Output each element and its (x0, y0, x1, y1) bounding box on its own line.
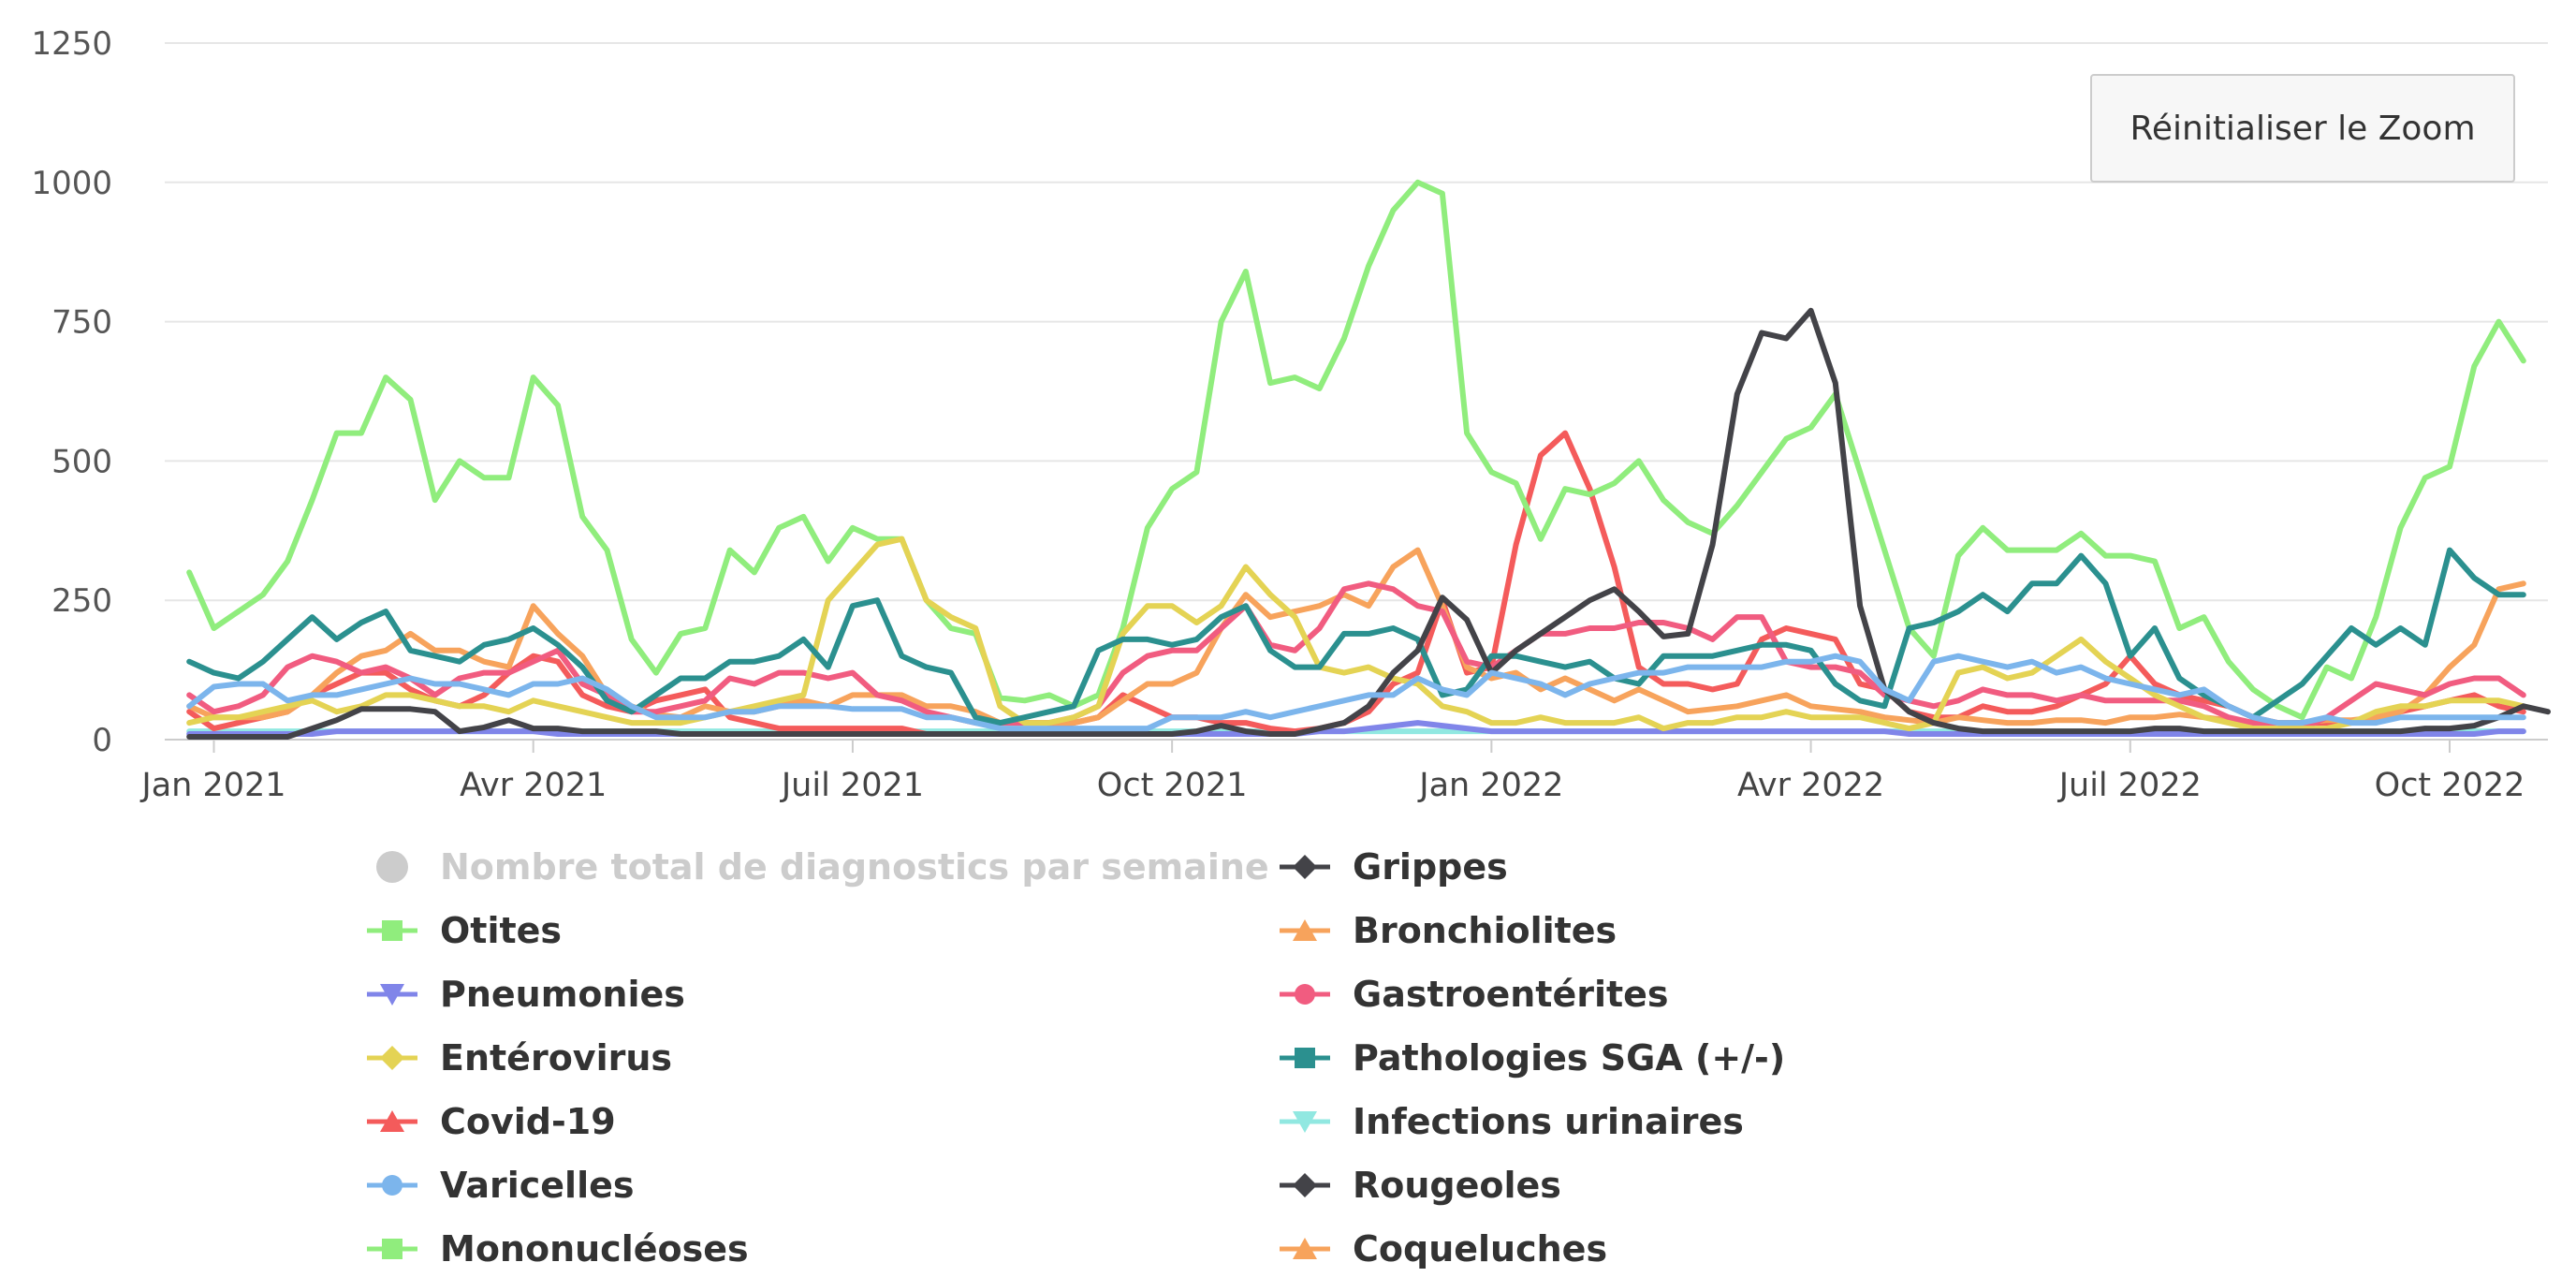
legend-circle-icon (367, 1175, 417, 1196)
chart-legend: Nombre total de diagnostics par semaine G… (365, 846, 1863, 1270)
legend-diamond-icon (367, 1046, 417, 1070)
legend-label: Pathologies SGA (+/-) (1353, 1037, 1786, 1079)
legend-item[interactable]: Varicelles (365, 1157, 634, 1213)
y-tick-label: 1000 (31, 165, 112, 202)
x-tick-label: Jan 2021 (139, 767, 285, 804)
legend-item[interactable]: Grippes (1278, 839, 1508, 895)
legend-triangle-icon (1280, 919, 1330, 941)
series-line-otites[interactable] (186, 179, 2526, 721)
legend-label: Coqueluches (1353, 1228, 1608, 1270)
legend-item[interactable]: Pathologies SGA (+/-) (1278, 1030, 1785, 1086)
reset-zoom-button[interactable]: Réinitialiser le Zoom (2090, 74, 2515, 183)
legend-label: Pneumonies (440, 974, 685, 1015)
x-tick-label: Juil 2022 (2057, 767, 2202, 804)
series-line-ent-rovirus[interactable] (186, 536, 2526, 732)
legend-square-icon (367, 920, 417, 941)
legend-triangle-icon (367, 1110, 417, 1132)
legend-label: Covid-19 (440, 1101, 616, 1142)
y-tick-label: 1250 (31, 25, 112, 63)
y-tick-label: 0 (92, 722, 112, 759)
legend-triangle-down-icon (1280, 1111, 1330, 1133)
legend-item[interactable]: Rougeoles (1278, 1157, 1561, 1213)
legend-item[interactable]: Pneumonies (365, 966, 685, 1022)
legend-item[interactable]: Coqueluches (1278, 1221, 1607, 1277)
legend-triangle-down-icon (367, 984, 417, 1005)
legend-item[interactable]: Nombre total de diagnostics par semaine (365, 839, 1269, 895)
legend-diamond-icon (1280, 1173, 1330, 1197)
legend-label: Varicelles (440, 1165, 635, 1206)
legend-triangle-icon (1280, 1238, 1330, 1259)
legend-item[interactable]: Mononucléoses (365, 1221, 749, 1277)
legend-label: Rougeoles (1353, 1165, 1561, 1206)
legend-label: Gastroentérites (1353, 974, 1669, 1015)
series-line-pneumonies[interactable] (186, 720, 2526, 737)
legend-label: Entérovirus (440, 1037, 673, 1079)
x-tick-label: Juil 2021 (780, 767, 924, 804)
legend-label: Infections urinaires (1353, 1101, 1744, 1142)
legend-item[interactable]: Entérovirus (365, 1030, 672, 1086)
legend-label: Grippes (1353, 846, 1508, 888)
x-tick-label: Avr 2022 (1737, 767, 1884, 804)
legend-item[interactable]: Bronchiolites (1278, 903, 1617, 959)
x-tick-label: Jan 2022 (1417, 767, 1563, 804)
x-tick-label: Oct 2022 (2375, 767, 2525, 804)
legend-circle-icon (1280, 984, 1330, 1005)
y-tick-label: 500 (51, 443, 112, 480)
legend-diamond-icon (1280, 855, 1330, 879)
legend-item[interactable]: Gastroentérites (1278, 966, 1669, 1022)
y-tick-label: 750 (51, 304, 112, 342)
series-line-varicelles[interactable] (186, 653, 2526, 732)
legend-label: Nombre total de diagnostics par semaine (440, 846, 1269, 888)
legend-item[interactable]: Infections urinaires (1278, 1094, 1744, 1150)
legend-square-icon (1280, 1048, 1330, 1068)
series-line-pathologies-sga-[interactable] (186, 547, 2526, 727)
series-line-grippes[interactable] (186, 307, 2551, 740)
y-tick-label: 250 (51, 582, 112, 620)
legend-label: Bronchiolites (1353, 910, 1617, 951)
legend-item[interactable]: Otites (365, 903, 562, 959)
legend-square-icon (367, 1239, 417, 1259)
x-tick-label: Avr 2021 (460, 767, 607, 804)
legend-item[interactable]: Covid-19 (365, 1094, 616, 1150)
legend-label: Otites (440, 910, 563, 951)
x-tick-label: Oct 2021 (1097, 767, 1248, 804)
legend-circle-icon (376, 851, 408, 883)
series-line-bronchiolites[interactable] (186, 547, 2526, 727)
legend-label: Mononucléoses (440, 1228, 749, 1270)
